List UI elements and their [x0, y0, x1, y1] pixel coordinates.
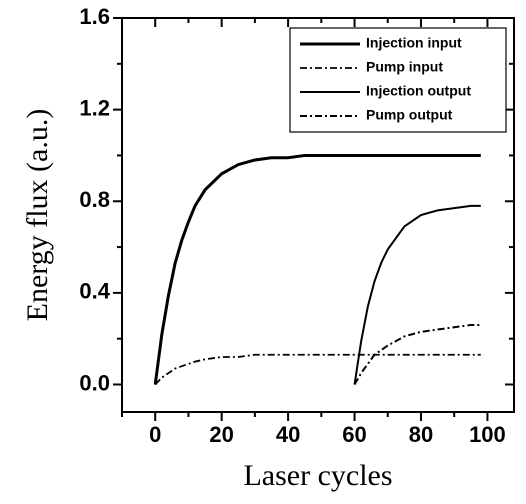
y-tick-label: 1.6 — [79, 4, 110, 29]
x-axis-title: Laser cycles — [243, 459, 392, 492]
series-line — [353, 204, 481, 385]
series-line — [153, 153, 481, 385]
x-tick-label: 100 — [469, 422, 506, 447]
legend-label: Injection output — [366, 83, 471, 99]
y-axis-title: Energy flux (a.u.) — [21, 109, 54, 322]
y-tick-label: 0.0 — [79, 370, 110, 395]
x-tick-label: 80 — [409, 422, 433, 447]
x-tick-label: 0 — [149, 422, 161, 447]
legend-label: Pump output — [366, 107, 453, 123]
series-line — [154, 353, 481, 386]
x-tick-label: 40 — [276, 422, 300, 447]
series-line — [353, 323, 481, 386]
x-tick-label: 60 — [342, 422, 366, 447]
y-tick-label: 1.2 — [79, 95, 110, 120]
x-tick-label: 20 — [209, 422, 233, 447]
legend-label: Injection input — [366, 35, 462, 51]
y-tick-label: 0.8 — [79, 187, 110, 212]
y-tick-label: 0.4 — [79, 279, 110, 304]
legend-label: Pump input — [366, 59, 443, 75]
plot-frame — [121, 17, 515, 413]
